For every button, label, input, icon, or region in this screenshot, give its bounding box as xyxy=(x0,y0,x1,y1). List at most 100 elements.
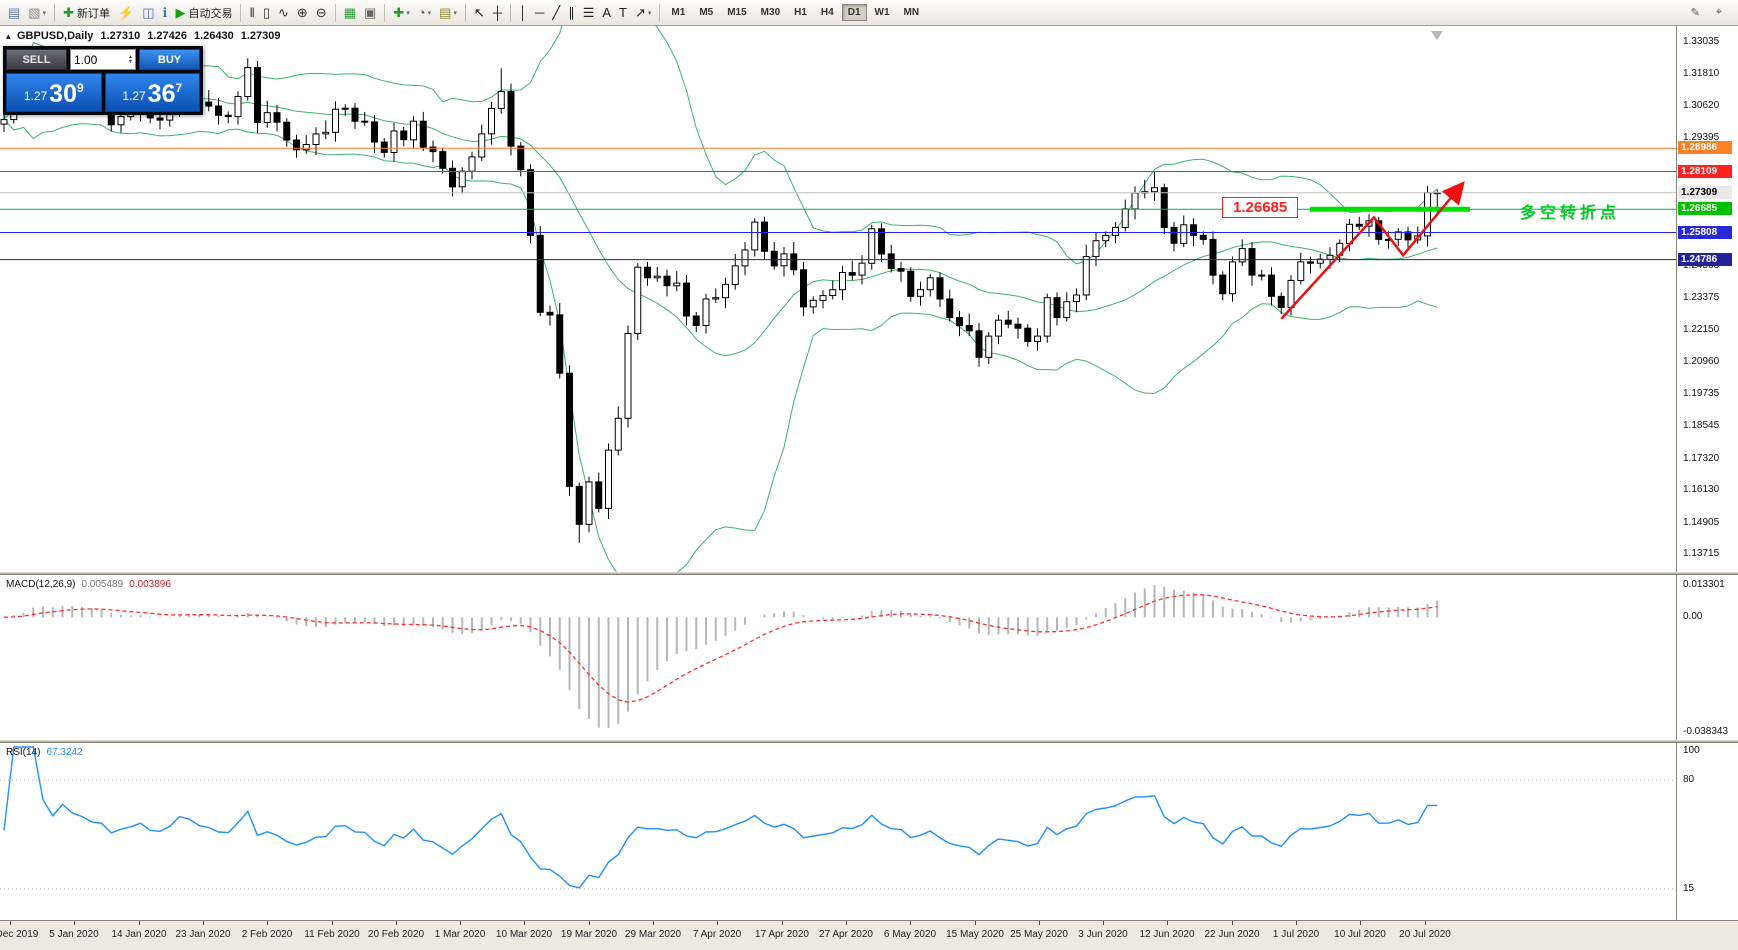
macd-indicator-header: MACD(12,26,9) 0.005489 0.003896 xyxy=(6,579,177,590)
candle-body xyxy=(1199,234,1207,240)
time-axis-tick xyxy=(910,921,911,925)
candle-body xyxy=(722,283,729,299)
text-label-button[interactable]: T xyxy=(615,2,631,24)
one-click-collapse-icon[interactable]: ▴ xyxy=(6,31,11,41)
periods-button[interactable]: ◔ ▾ xyxy=(414,2,435,24)
zoom-out-button[interactable]: ⊖ xyxy=(312,2,331,24)
chevron-down-icon: ▾ xyxy=(647,9,652,17)
candle-body xyxy=(1248,248,1256,276)
candle-body xyxy=(868,228,876,264)
toolbar-separator xyxy=(464,3,466,22)
time-axis-tick xyxy=(1232,921,1233,925)
support-price-label[interactable]: 1.26685 xyxy=(1222,197,1299,219)
auto-trading-button[interactable]: ▶ 自动交易 xyxy=(171,2,236,24)
sell-price-button[interactable]: 1.27 30 9 xyxy=(6,73,102,112)
time-axis-tick xyxy=(846,921,847,925)
candle-body xyxy=(1375,220,1383,240)
cursor-button[interactable]: ↖ xyxy=(470,2,489,24)
price-scale[interactable]: 1.33035 1.31810 1.30620 1.29395 1.24565 1.233… xyxy=(1676,26,1738,950)
candle-body xyxy=(965,325,973,332)
new-order-button[interactable]: ✚ 新订单 xyxy=(59,2,114,24)
tile-windows-button[interactable]: ▣ xyxy=(360,2,380,24)
timeframe-m30[interactable]: M30 xyxy=(760,7,781,18)
candle-body xyxy=(887,253,895,269)
volume-input[interactable]: 1.00 ▴ ▾ xyxy=(70,49,136,70)
rsi-value: 67.3242 xyxy=(46,747,83,758)
toolbar-pencil-button[interactable]: ✎ xyxy=(1690,7,1700,19)
macd-title: MACD(12,26,9) xyxy=(6,579,76,590)
timeframe-w1[interactable]: W1 xyxy=(874,7,890,18)
rsi-pane[interactable] xyxy=(0,743,1676,920)
candle-body xyxy=(419,120,427,148)
arrows-tool-button[interactable]: ↗ ▾ xyxy=(631,2,655,24)
volume-up-icon[interactable]: ▴ xyxy=(128,53,132,60)
toolbar-separator xyxy=(384,3,386,22)
candle-body xyxy=(458,170,466,188)
candles-layer xyxy=(0,46,1441,543)
bar-chart-type-button[interactable]: ‖ xyxy=(245,2,258,24)
trendline-button[interactable]: ╱ xyxy=(548,2,564,24)
horizontal-line-button[interactable]: ─ xyxy=(531,2,548,24)
trendline-icon: ╱ xyxy=(552,5,561,20)
timeframe-m5[interactable]: M5 xyxy=(699,7,714,18)
volume-down-icon[interactable]: ▾ xyxy=(128,58,132,65)
sell-button[interactable]: SELL xyxy=(6,49,67,70)
price-scale-label: 1.31810 xyxy=(1683,68,1720,80)
rsi-title: RSI(14) xyxy=(6,747,41,758)
templates-button[interactable]: ▤ ▾ xyxy=(435,2,461,24)
equidistant-channel-button[interactable]: ∥ xyxy=(564,2,579,24)
main-chart[interactable] xyxy=(0,26,1676,572)
timeframe-d1[interactable]: D1 xyxy=(841,4,867,21)
trend-arrow-object[interactable] xyxy=(1280,181,1465,320)
time-axis-label: 7 Apr 2020 xyxy=(692,929,742,940)
zoom-in-button[interactable]: ⊕ xyxy=(293,2,312,24)
timeframe-h1[interactable]: H1 xyxy=(794,7,807,18)
new-chart-button[interactable]: ▤ xyxy=(4,2,24,24)
candle-body xyxy=(224,114,232,118)
time-axis-label: 17 Apr 2020 xyxy=(755,929,809,940)
candle-body xyxy=(546,311,554,316)
timeframe-m1[interactable]: M1 xyxy=(671,7,686,18)
timeframe-h4[interactable]: H4 xyxy=(820,7,834,18)
text-button[interactable]: A xyxy=(598,2,615,24)
candle-body xyxy=(614,417,622,451)
line-chart-type-button[interactable]: ∿ xyxy=(274,2,293,24)
grid-button[interactable]: ▦ xyxy=(340,2,360,24)
turning-point-annotation[interactable]: 多空转折点 xyxy=(1520,205,1621,223)
chevron-down-icon: ▾ xyxy=(406,9,410,17)
candle-body xyxy=(556,314,564,374)
buy-price-button[interactable]: 1.27 36 7 xyxy=(104,73,200,112)
toolbar-separator xyxy=(659,3,661,22)
timeframe-m15[interactable]: M15 xyxy=(727,7,747,18)
chevron-down-icon: ▾ xyxy=(42,9,47,17)
toolbar-pointer-button[interactable]: ⌖ xyxy=(1715,6,1722,18)
candlestick-chart-type-button[interactable]: ▯ xyxy=(259,2,274,24)
price-scale-badge: 1.26685 xyxy=(1678,202,1732,216)
candle-body xyxy=(634,266,642,334)
candle-body xyxy=(1131,192,1139,210)
buy-button[interactable]: BUY xyxy=(139,49,200,70)
time-axis-tick xyxy=(782,921,783,925)
time-axis[interactable]: 26 Dec 2019 5 Jan 2020 14 Jan 2020 23 Jan 2… xyxy=(0,920,1738,950)
vertical-line-button[interactable]: │ xyxy=(515,2,531,24)
crosshair-button[interactable]: ┼ xyxy=(489,2,506,24)
candle-body xyxy=(517,145,525,171)
timeframe-mn[interactable]: MN xyxy=(903,7,920,18)
fibonacci-button[interactable]: ☰ xyxy=(579,2,599,24)
candle-body xyxy=(936,277,944,300)
time-axis-tick xyxy=(589,921,590,925)
macd-pane[interactable] xyxy=(0,575,1676,740)
time-axis-tick xyxy=(1425,921,1426,925)
macd-rsi-separator[interactable] xyxy=(0,740,1738,743)
time-axis-label: 27 Apr 2020 xyxy=(819,929,873,940)
profiles-button[interactable]: ▧ ▾ xyxy=(24,2,50,24)
time-axis-label: 5 Jan 2020 xyxy=(49,929,99,940)
volume-stepper[interactable]: ▴ ▾ xyxy=(128,53,132,65)
market-watch-button[interactable]: ◫ xyxy=(138,2,158,24)
data-window-button[interactable]: ℹ xyxy=(159,2,172,24)
indicators-button[interactable]: ✚ ▾ xyxy=(389,2,413,24)
chart-macd-separator[interactable] xyxy=(0,572,1738,575)
zoom-out-icon: ⊖ xyxy=(315,5,327,20)
high-value: 1.27426 xyxy=(147,30,187,42)
quick-trade-button[interactable]: ⚡ xyxy=(114,2,138,24)
